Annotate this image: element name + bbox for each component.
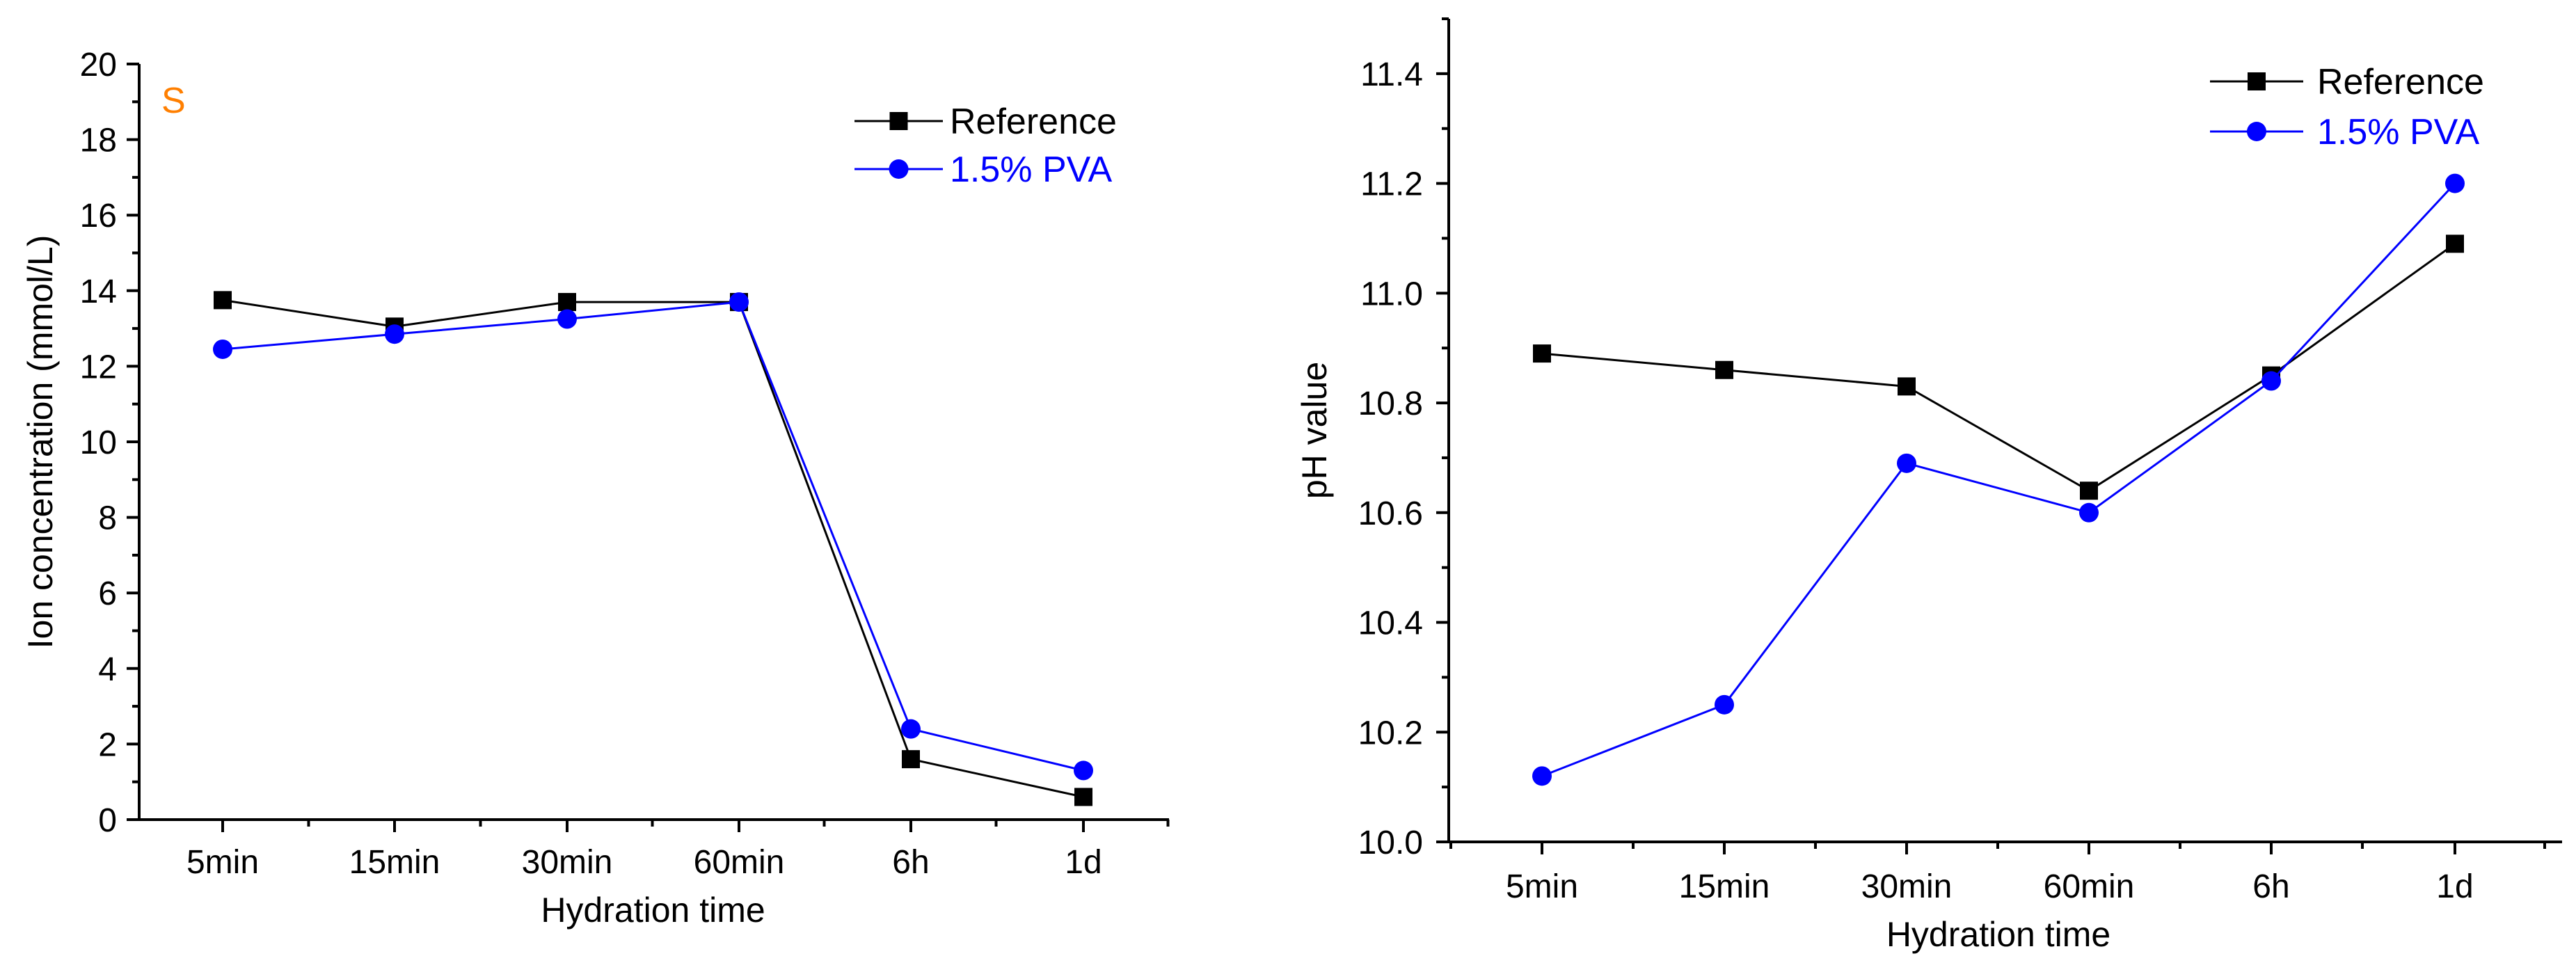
data-point-square <box>1898 377 1916 396</box>
y-tick-label: 20 <box>80 47 117 83</box>
x-tick-label: 15min <box>1679 868 1770 905</box>
x-tick-label: 5min <box>1506 868 1578 905</box>
y-tick-label: 10.8 <box>1358 385 1423 422</box>
data-point-circle <box>2261 371 2281 391</box>
y-axis-title: pH value <box>1295 362 1334 499</box>
chart-ion-concentration: 0 2 4 6 8 10 12 14 16 18 20 5min 15min 30min 60min 6h 1d… <box>21 47 1170 930</box>
y-tick-label: 8 <box>98 500 117 537</box>
data-point-square <box>214 291 232 310</box>
data-point-circle <box>901 719 921 739</box>
data-point-circle <box>1715 694 1734 715</box>
x-axis-title: Hydration time <box>1886 915 2110 954</box>
data-point-circle <box>1532 766 1552 786</box>
y-tick-label: 10.6 <box>1358 495 1423 532</box>
data-point-circle <box>729 292 749 312</box>
x-tick-label: 6h <box>2252 868 2289 905</box>
y-tick-label: 12 <box>80 349 117 385</box>
data-point-circle <box>2079 502 2099 523</box>
x-tick-label: 1d <box>1065 844 1102 881</box>
data-point-circle <box>213 339 232 359</box>
data-point-square <box>902 750 920 769</box>
x-tick-label: 30min <box>1861 868 1953 905</box>
y-tick-label: 10.0 <box>1358 824 1423 861</box>
series-line-1 <box>222 301 1084 772</box>
y-tick-label: 4 <box>98 651 117 688</box>
legend-marker-square <box>2248 72 2266 90</box>
legend-label: Reference <box>2317 62 2484 102</box>
panel-annotation: S <box>161 81 186 121</box>
y-tick-label: 14 <box>80 273 117 310</box>
y-tick-label: 11.2 <box>1360 166 1423 203</box>
chart-ph-value: 10.0 10.2 10.4 10.6 10.8 11.0 11.2 11.4 5min 15mi… <box>1295 17 2562 954</box>
y-tick-label: 10.4 <box>1358 605 1423 642</box>
x-tick-label: 6h <box>892 844 929 881</box>
series-line-1 <box>1541 182 2456 777</box>
data-point-square <box>558 293 576 312</box>
legend-marker-circle <box>889 159 909 179</box>
legend-marker-circle <box>2247 122 2266 141</box>
x-tick-label: 60min <box>2044 868 2135 905</box>
y-tick-label: 18 <box>80 122 117 159</box>
data-point-square <box>2080 481 2098 500</box>
legend-label: Reference <box>950 102 1117 142</box>
data-point-square <box>1074 788 1092 806</box>
data-point-square <box>1715 360 1733 379</box>
y-tick-label: 10 <box>80 424 117 461</box>
x-tick-label: 5min <box>186 844 259 881</box>
x-axis-title: Hydration time <box>541 891 765 930</box>
data-point-square <box>2446 234 2464 253</box>
y-tick-label: 11.0 <box>1360 276 1423 312</box>
data-point-circle <box>1074 760 1093 781</box>
legend-label: 1.5% PVA <box>2317 112 2479 152</box>
data-point-square <box>1533 344 1551 363</box>
y-tick-label: 16 <box>80 198 117 234</box>
x-tick-label: 1d <box>2436 868 2473 905</box>
legend-marker-square <box>889 112 908 130</box>
y-tick-label: 2 <box>98 726 117 763</box>
series-line-0 <box>1541 243 2456 493</box>
y-tick-label: 0 <box>98 802 117 839</box>
data-point-circle <box>385 324 404 344</box>
data-point-circle <box>2445 173 2465 193</box>
y-tick-label: 6 <box>98 575 117 612</box>
x-tick-label: 60min <box>694 844 785 881</box>
data-point-circle <box>557 309 577 329</box>
y-tick-label: 10.2 <box>1358 715 1423 751</box>
series-line-0 <box>222 298 1084 798</box>
y-axis-title: Ion concentration (mmol/L) <box>21 235 60 649</box>
x-tick-label: 30min <box>522 844 613 881</box>
data-point-circle <box>1897 453 1916 473</box>
y-tick-label: 11.4 <box>1360 56 1423 93</box>
legend-label: 1.5% PVA <box>950 150 1112 190</box>
x-tick-label: 15min <box>349 844 440 881</box>
